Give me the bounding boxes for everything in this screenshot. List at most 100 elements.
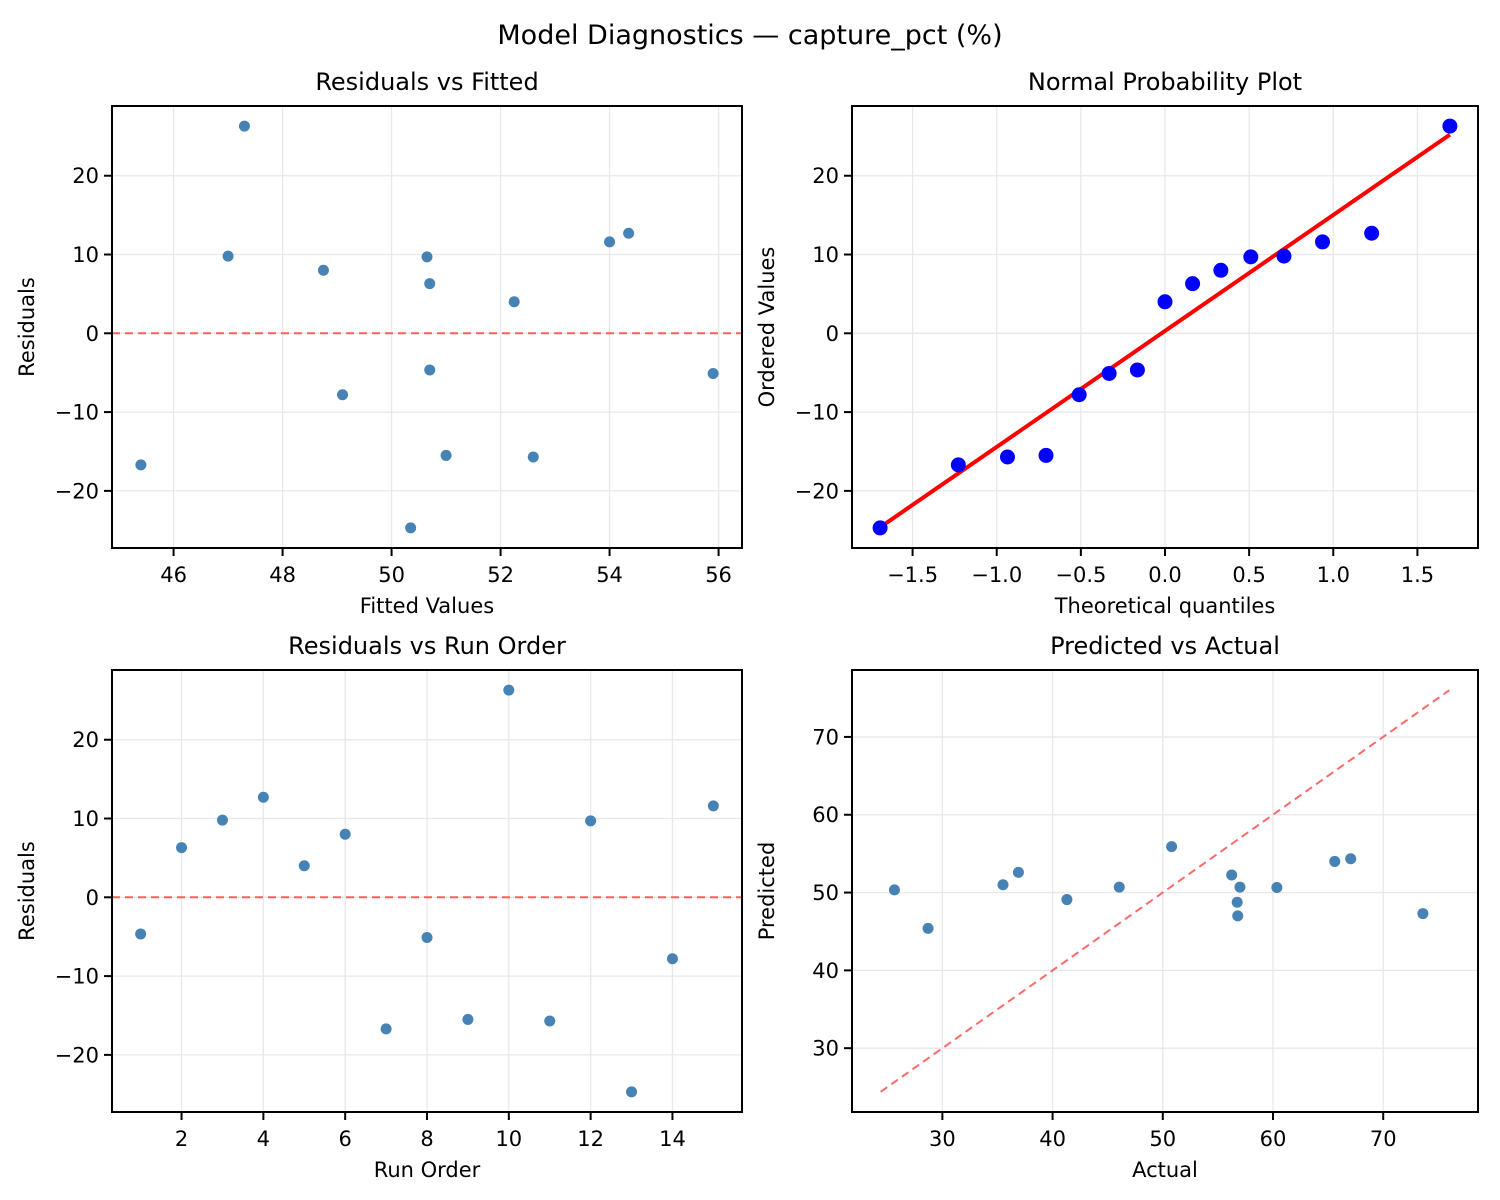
x-tick-label: 40 (1039, 1127, 1066, 1151)
scatter-points (888, 841, 1429, 934)
y-tick-label: 30 (812, 1037, 839, 1061)
x-tick-label: 1.0 (1317, 563, 1350, 587)
residuals_vs_run_order-canvas: 2 4 6 8 10 12 14 −20 −10 0 10 20 Residuals vs Run Or… (15, 632, 743, 1182)
axes-spines (111, 105, 743, 549)
data-point (257, 791, 269, 803)
data-point (604, 236, 616, 248)
x-tick-label: 0.0 (1148, 563, 1181, 587)
data-point (508, 296, 520, 308)
data-point (1271, 881, 1283, 893)
data-point (872, 520, 888, 536)
y-tick-label: 10 (812, 243, 839, 267)
data-point (1101, 365, 1117, 381)
x-tick-label: 1.5 (1401, 563, 1434, 587)
normal_probability-canvas: −1.5 −1.0 −0.5 0.0 0.5 1.0 1.5 −20 −10 0 10 20 Norma… (755, 68, 1479, 618)
data-point (1166, 841, 1178, 853)
data-point (626, 1086, 638, 1098)
tick-labels: −1.5 −1.0 −0.5 0.0 0.5 1.0 1.5 −20 −10 0 10 20 (795, 164, 1434, 587)
y-tick-label: 0 (86, 322, 99, 346)
data-point (1243, 249, 1259, 265)
data-point (503, 684, 515, 696)
scatter-points (872, 118, 1458, 536)
x-axis-label: Actual (1132, 1158, 1198, 1182)
plot-title: Predicted vs Actual (1050, 632, 1280, 660)
data-point (462, 1013, 474, 1025)
data-point (1061, 894, 1073, 906)
plot-title: Normal Probability Plot (1028, 68, 1302, 96)
x-tick-label: 8 (420, 1127, 433, 1151)
y-tick-label: 0 (86, 886, 99, 910)
y-axis-label: Ordered Values (755, 247, 779, 408)
data-point (222, 250, 234, 262)
x-tick-label: 48 (269, 563, 296, 587)
data-point (707, 367, 719, 379)
data-point (238, 120, 250, 132)
data-point (707, 800, 719, 812)
x-axis-label: Fitted Values (360, 594, 494, 618)
y-axis-label: Residuals (15, 277, 39, 377)
data-point (527, 451, 539, 463)
data-point (339, 828, 351, 840)
y-tick-label: −10 (795, 401, 839, 425)
gridlines (852, 670, 1478, 1112)
x-tick-label: 4 (257, 1127, 270, 1151)
data-point (176, 842, 188, 854)
y-tick-label: 70 (812, 725, 839, 749)
data-point (135, 928, 147, 940)
x-axis-label: Theoretical quantiles (1054, 594, 1276, 618)
y-axis-label: Residuals (15, 841, 39, 941)
x-tick-label: −0.5 (1055, 563, 1106, 587)
y-tick-label: 40 (812, 959, 839, 983)
y-tick-label: −10 (55, 965, 99, 989)
data-point (1185, 276, 1201, 292)
x-tick-label: 30 (929, 1127, 956, 1151)
gridlines (112, 106, 742, 548)
x-tick-label: 52 (487, 563, 514, 587)
x-tick-label: 10 (495, 1127, 522, 1151)
figure-suptitle: Model Diagnostics — capture_pct (%) (497, 20, 1003, 51)
x-tick-label: −1.0 (971, 563, 1022, 587)
data-point (405, 522, 417, 534)
data-point (337, 389, 349, 401)
x-tick-label: 46 (160, 563, 187, 587)
data-point (585, 815, 597, 827)
y-tick-label: −10 (55, 401, 99, 425)
data-point (922, 922, 934, 934)
data-point (1417, 908, 1429, 920)
scatter-points (135, 684, 719, 1098)
data-point (421, 931, 433, 943)
data-point (1213, 262, 1229, 278)
data-point (1071, 387, 1087, 403)
data-point (424, 278, 436, 290)
data-point (1276, 248, 1292, 264)
y-tick-label: 0 (826, 322, 839, 346)
x-tick-label: 0.5 (1232, 563, 1265, 587)
x-axis-label: Run Order (374, 1158, 481, 1182)
y-tick-label: 20 (812, 164, 839, 188)
x-tick-label: 70 (1370, 1127, 1397, 1151)
data-point (216, 814, 228, 826)
data-point (421, 251, 433, 263)
x-tick-label: 54 (596, 563, 623, 587)
data-point (544, 1015, 556, 1027)
data-point (298, 860, 310, 872)
fit-line (878, 132, 1452, 529)
x-tick-label: 12 (577, 1127, 604, 1151)
plot-title: Residuals vs Fitted (315, 68, 538, 96)
y-tick-label: 50 (812, 881, 839, 905)
y-tick-label: 20 (72, 164, 99, 188)
y-axis-label: Predicted (755, 842, 779, 941)
axes-spines (851, 669, 1479, 1113)
data-point (1226, 869, 1238, 881)
data-point (666, 953, 678, 965)
data-point (1113, 881, 1125, 893)
data-point (1315, 234, 1331, 250)
identity-reference-line (880, 689, 1450, 1093)
tick-labels: 30 40 50 60 70 30 40 50 60 70 (812, 725, 1396, 1151)
tick-marks (844, 174, 1419, 556)
normal-probability-plot: −1.5 −1.0 −0.5 0.0 0.5 1.0 1.5 −20 −10 0 10 20 Norma… (750, 60, 1500, 620)
data-point (1232, 910, 1244, 922)
data-point (440, 449, 452, 461)
y-tick-label: −20 (795, 479, 839, 503)
